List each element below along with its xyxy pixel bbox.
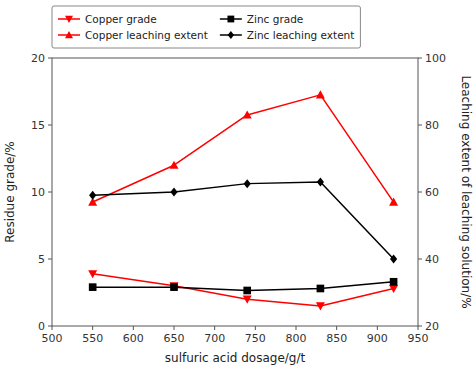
y2-tick: [418, 326, 422, 327]
y2-axis-label: Leaching extent of leaching solution/%: [459, 75, 473, 308]
x-tick: [52, 326, 53, 330]
data-point: [89, 283, 97, 291]
x-tick-label: 750: [245, 332, 266, 345]
y-axis-label: Residue grade/%: [3, 141, 17, 243]
data-point: [389, 285, 398, 293]
x-tick: [92, 326, 93, 330]
x-tick-label: 550: [82, 332, 103, 345]
y-tick: [48, 326, 52, 327]
x-tick-label: 900: [367, 332, 388, 345]
data-point: [316, 302, 325, 310]
legend-marker: [65, 16, 73, 23]
legend-label: Zinc grade: [247, 13, 303, 25]
y-tick: [48, 125, 52, 126]
y-tick: [48, 58, 52, 59]
x-tick: [296, 326, 297, 330]
y-tick-label: 20: [31, 52, 45, 65]
y-tick: [48, 192, 52, 193]
y2-tick: [418, 125, 422, 126]
data-point: [390, 278, 398, 286]
x-axis-label: sulfuric acid dosage/g/t: [165, 351, 306, 365]
y-tick-label: 10: [31, 186, 45, 199]
y2-tick-label: 20: [425, 320, 439, 333]
plot-area: [88, 90, 398, 310]
data-point: [317, 285, 325, 293]
y2-tick-label: 100: [425, 52, 446, 65]
x-tick-label: 500: [42, 332, 63, 345]
background: [0, 0, 474, 370]
data-point: [89, 191, 96, 200]
y2-axis: 20 40 60 80 100 Leaching extent of leaching s…: [418, 52, 473, 333]
series: [89, 278, 398, 294]
series-line: [93, 274, 394, 306]
y-tick-label: 15: [31, 119, 45, 132]
data-point: [244, 179, 251, 188]
plot-frame: [52, 58, 418, 326]
x-tick: [377, 326, 378, 330]
legend-marker: [227, 16, 234, 23]
data-point: [243, 296, 252, 304]
data-point: [316, 90, 325, 98]
data-point: [243, 287, 251, 295]
series: [88, 270, 398, 310]
x-axis: 500 550 600 650 700 750 800 850 900 950 sulfuric a…: [42, 326, 429, 365]
x-tick-label: 850: [326, 332, 347, 345]
x-tick: [336, 326, 337, 330]
data-point: [389, 198, 398, 206]
legend-label: Copper leaching extent: [85, 29, 208, 41]
y2-tick: [418, 58, 422, 59]
x-tick: [133, 326, 134, 330]
y2-tick-label: 60: [425, 186, 439, 199]
y2-tick: [418, 192, 422, 193]
y-tick-label: 5: [38, 253, 45, 266]
data-point: [170, 283, 178, 291]
x-tick-label: 800: [286, 332, 307, 345]
data-point: [243, 110, 252, 118]
legend-marker: [228, 31, 234, 39]
series-line: [93, 182, 394, 259]
data-point: [170, 282, 179, 290]
x-tick-label: 950: [408, 332, 429, 345]
y2-tick: [418, 259, 422, 260]
legend: Copper grade Zinc grade Copper leaching ex…: [52, 6, 360, 48]
y-axis: 0 5 10 15 20 Residue grade/%: [3, 52, 52, 333]
x-tick: [174, 326, 175, 330]
x-tick-label: 700: [204, 332, 225, 345]
x-tick-label: 600: [123, 332, 144, 345]
y2-tick-label: 80: [425, 119, 439, 132]
data-point: [170, 161, 179, 169]
y-tick-label: 0: [38, 320, 45, 333]
legend-label: Zinc leaching extent: [247, 29, 355, 41]
series-line: [93, 282, 394, 291]
data-point: [88, 270, 97, 278]
series: [88, 90, 398, 205]
y-tick: [48, 259, 52, 260]
data-point: [390, 255, 397, 264]
chart: 500550600650700750800850900950sulfuric a…: [0, 0, 474, 370]
data-point: [170, 188, 177, 197]
series-line: [93, 95, 394, 202]
legend-marker: [65, 31, 73, 38]
x-tick: [418, 326, 419, 330]
data-point: [317, 177, 324, 186]
y2-tick-label: 40: [425, 253, 439, 266]
x-tick-label: 650: [164, 332, 185, 345]
x-tick: [214, 326, 215, 330]
legend-label: Copper grade: [85, 13, 157, 25]
x-tick: [255, 326, 256, 330]
series: [89, 177, 397, 263]
legend-box: [52, 6, 360, 48]
